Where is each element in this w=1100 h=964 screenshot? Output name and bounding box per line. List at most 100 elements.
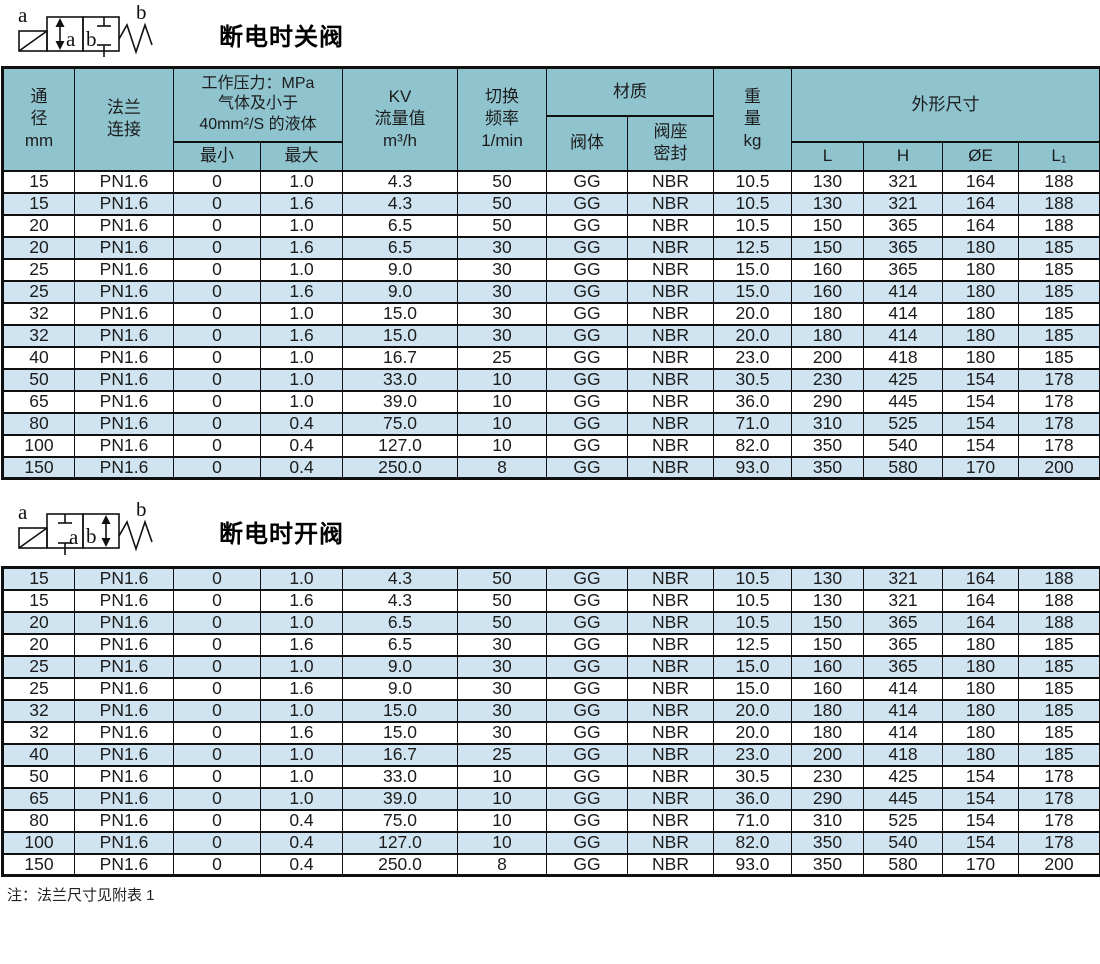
table-row: 150 PN1.6 0 0.4 250.0 8 GG NBR 93.0 350 580 170 200 [2,455,1100,480]
table-cell: NBR [627,257,715,282]
table-cell: PN1.6 [74,808,174,833]
table-cell: PN1.6 [74,257,174,282]
section-close-valve-title: 断电时关阀 [219,23,344,51]
table-cell: 188 [1018,588,1100,613]
table-cell: PN1.6 [74,213,174,238]
table-cell: 20 [2,235,75,260]
table-row: 25 PN1.6 0 1.6 9.0 30 GG NBR 15.0 160 414 180 185 [2,279,1100,304]
table-cell: 178 [1018,389,1100,414]
table-cell: 6.5 [342,632,458,657]
table-cell: 30 [457,235,548,260]
table-cell: 425 [863,764,943,789]
table-cell: 188 [1018,191,1100,216]
table-cell: 10 [457,830,547,855]
table-cell: GG [546,786,628,811]
table-cell: PN1.6 [74,323,174,348]
table-cell: PN1.6 [74,654,174,679]
table-cell: NBR [627,191,715,216]
table-cell: GG [546,654,628,679]
table-cell: NBR [627,764,714,789]
table-cell: 0 [173,257,261,282]
table-cell: 350 [791,830,864,855]
table-cell: 150 [791,213,865,238]
table-cell: NBR [627,720,714,745]
table-cell: GG [546,676,628,701]
table-cell: 185 [1018,279,1100,304]
table-row: 20 PN1.6 0 1.0 6.5 50 GG NBR 10.5 150 365 164 188 [2,213,1100,238]
table-cell: GG [546,588,628,613]
table-cell: 25 [2,279,75,304]
table-cell: PN1.6 [74,169,174,194]
table-cell: 230 [791,764,864,789]
table-cell: 15 [2,588,75,613]
table-cell: GG [546,367,629,392]
table-cell: 15.0 [342,323,459,348]
table-cell: 71.0 [713,808,792,833]
table-cell: GG [546,345,629,370]
table-cell: 0 [173,742,261,767]
table-cell: 180 [791,323,865,348]
table-cell: 0.4 [260,830,343,855]
table-cell: NBR [627,389,715,414]
table-row: 32 PN1.6 0 1.0 15.0 30 GG NBR 20.0 180 414 180 185 [2,301,1100,326]
table-cell: 1.0 [260,742,343,767]
table-cell: GG [546,433,629,458]
table-cell: 178 [1018,830,1100,855]
table-cell: 188 [1018,213,1100,238]
table-row: 65 PN1.6 0 1.0 39.0 10 GG NBR 36.0 290 445 154 178 [2,786,1100,811]
table-cell: 33.0 [342,367,459,392]
table-cell: PN1.6 [74,566,174,591]
table-cell: 65 [2,786,75,811]
table-cell: 4.3 [342,566,458,591]
table-cell: 0 [173,367,261,392]
svg-text:b: b [86,27,97,51]
table-cell: 180 [791,301,865,326]
table-cell: 200 [791,742,864,767]
table-row: 150 PN1.6 0 0.4 250.0 8 GG NBR 93.0 350 580 170 200 [2,852,1100,877]
table-cell: 15.0 [342,720,458,745]
table-cell: 1.0 [259,345,344,370]
table-cell: GG [546,610,628,635]
table-cell: NBR [627,455,715,480]
table-cell: 30 [457,257,548,282]
table-cell: 10.5 [713,213,793,238]
table-cell: 180 [791,698,864,723]
svg-text:b: b [86,524,97,548]
table-cell: 9.0 [342,654,458,679]
table-cell: GG [546,323,629,348]
table-cell: 130 [791,588,864,613]
table-cell: 580 [863,852,943,877]
table-cell: 30 [457,323,548,348]
table-cell: 10.5 [713,566,792,591]
table-cell: PN1.6 [74,852,174,877]
table-cell: 36.0 [713,786,792,811]
table-cell: GG [546,698,628,723]
table-cell: 10.5 [713,588,792,613]
table-cell: 178 [1018,786,1100,811]
table-cell: PN1.6 [74,279,174,304]
table-cell: 16.7 [342,742,458,767]
table-cell: NBR [627,742,714,767]
table-cell: 0 [173,676,261,701]
header-cell-kv: KV 流量值 m³/h [342,66,459,172]
table-cell: PN1.6 [74,455,174,480]
header-cell-flange: 法兰 连接 [74,66,174,172]
table-row: 20 PN1.6 0 1.6 6.5 30 GG NBR 12.5 150 365 180 185 [2,632,1100,657]
table-row: 32 PN1.6 0 1.0 15.0 30 GG NBR 20.0 180 414 180 185 [2,698,1100,723]
table-cell: 0 [173,610,261,635]
table-cell: 350 [791,852,864,877]
table-cell: 80 [2,808,75,833]
table-cell: 150 [791,632,864,657]
table-cell: 0 [173,169,261,194]
table-cell: 321 [863,191,944,216]
table-row: 20 PN1.6 0 1.0 6.5 50 GG NBR 10.5 150 365 164 188 [2,610,1100,635]
table-cell: PN1.6 [74,367,174,392]
table-cell: 200 [1018,455,1100,480]
table-cell: 1.6 [260,588,343,613]
svg-text:a: a [69,525,79,549]
table-cell: 30 [457,654,547,679]
table-cell: 0 [173,786,261,811]
table-row: 80 PN1.6 0 0.4 75.0 10 GG NBR 71.0 310 525 154 178 [2,808,1100,833]
table-cell: GG [546,213,629,238]
table-cell: 418 [863,742,943,767]
